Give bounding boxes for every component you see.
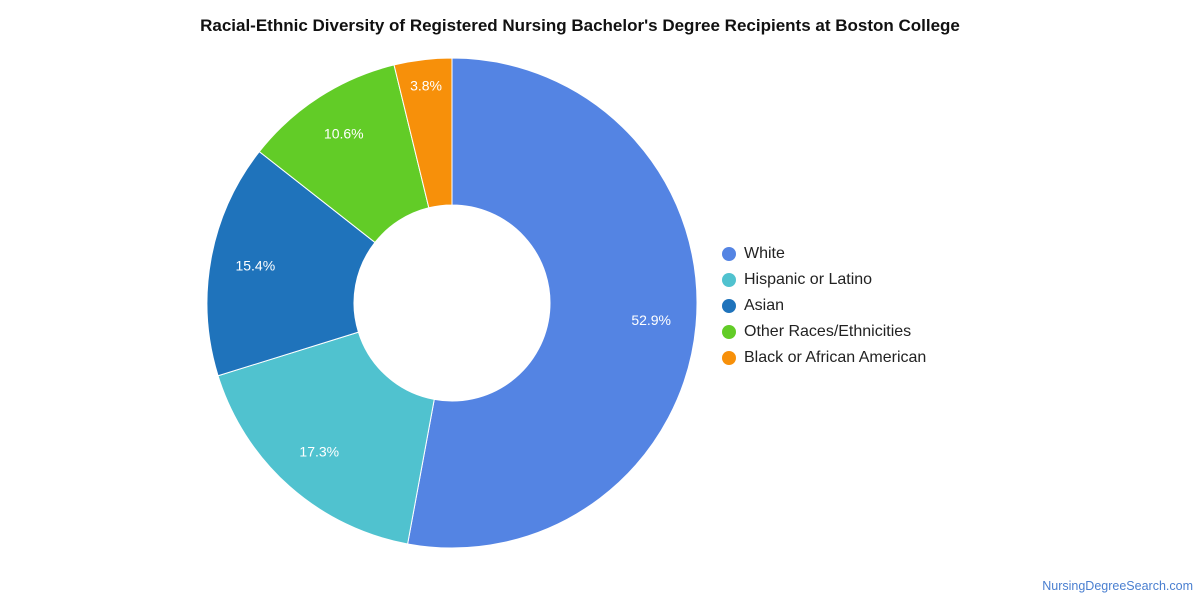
legend-item-white[interactable]: White xyxy=(722,241,926,267)
legend-swatch xyxy=(722,247,736,261)
legend-swatch xyxy=(722,351,736,365)
legend-item-other-races-ethnicities[interactable]: Other Races/Ethnicities xyxy=(722,319,926,345)
chart-title: Racial-Ethnic Diversity of Registered Nu… xyxy=(200,16,960,35)
legend-label: Other Races/Ethnicities xyxy=(744,323,912,340)
source-credit[interactable]: NursingDegreeSearch.com xyxy=(1042,579,1193,593)
legend-item-hispanic-or-latino[interactable]: Hispanic or Latino xyxy=(722,267,926,293)
legend-label: Asian xyxy=(744,297,785,314)
slices-group xyxy=(206,57,698,549)
slice-hispanic-or-latino[interactable] xyxy=(217,331,435,545)
legend: White Hispanic or Latino Asian Other Races/… xyxy=(722,241,926,371)
legend-label: Black or African American xyxy=(744,349,927,366)
legend-item-black-or-african-american[interactable]: Black or African American xyxy=(722,345,926,371)
legend-label: Hispanic or Latino xyxy=(744,271,873,288)
legend-item-asian[interactable]: Asian xyxy=(722,293,926,319)
legend-swatch xyxy=(722,325,736,339)
slice-label-asian: 15.4% xyxy=(235,257,275,273)
slice-label-other-races-ethnicities: 10.6% xyxy=(324,126,364,142)
slice-labels: 52.9% 17.3% 15.4% 10.6% 3.8% xyxy=(235,77,671,459)
slice-asian[interactable] xyxy=(206,150,376,377)
legend-swatch xyxy=(722,299,736,313)
legend-label: White xyxy=(744,245,785,262)
slice-other-races-ethnicities[interactable] xyxy=(258,64,430,244)
slice-black-or-african-american[interactable] xyxy=(393,57,453,209)
slice-label-white: 52.9% xyxy=(631,312,671,328)
slice-label-hispanic-or-latino: 17.3% xyxy=(299,443,339,459)
slice-label-black-or-african-american: 3.8% xyxy=(410,77,442,93)
legend-swatch xyxy=(722,273,736,287)
slice-white[interactable] xyxy=(407,57,698,549)
